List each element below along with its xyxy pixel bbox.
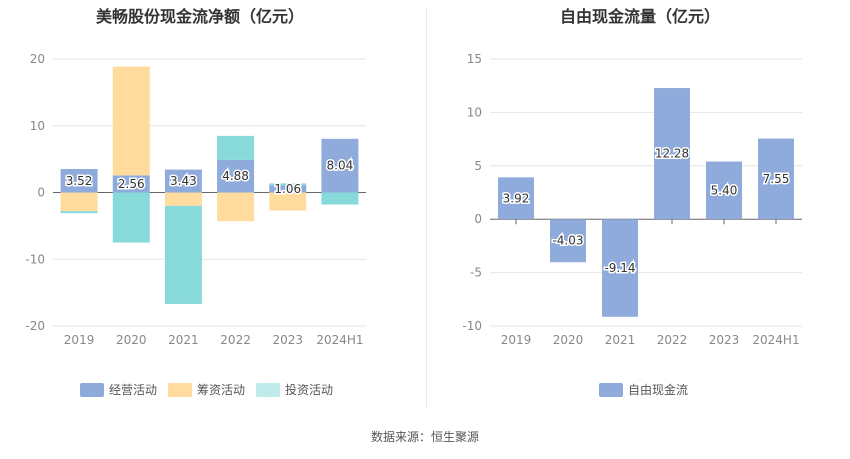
x-tick-label: 2023 bbox=[709, 333, 740, 347]
y-tick-label: 10 bbox=[30, 119, 45, 133]
y-tick-label: 15 bbox=[467, 52, 482, 66]
bar bbox=[321, 138, 359, 193]
y-tick-label: -10 bbox=[462, 319, 482, 333]
legend-item: 经营活动 bbox=[80, 383, 157, 397]
y-tick-label: -5 bbox=[470, 266, 482, 280]
bar bbox=[60, 211, 98, 214]
bar bbox=[112, 66, 150, 176]
x-tick-label: 2021 bbox=[605, 333, 636, 347]
data-label: 3.92 bbox=[503, 191, 530, 205]
bar bbox=[112, 175, 150, 193]
legend-item: 投资活动 bbox=[256, 382, 333, 397]
legend-swatch bbox=[80, 383, 104, 397]
bar bbox=[602, 219, 638, 317]
y-tick-label: 5 bbox=[474, 159, 482, 173]
data-label: -9.14 bbox=[604, 261, 635, 275]
legend-label: 投资活动 bbox=[285, 382, 333, 397]
legend-swatch bbox=[168, 383, 192, 397]
data-source-note: 数据来源：恒生聚源 bbox=[370, 430, 479, 444]
bar bbox=[164, 192, 202, 206]
bar bbox=[269, 183, 307, 186]
legend-label: 筹资活动 bbox=[197, 383, 245, 397]
y-tick-label: 20 bbox=[30, 52, 45, 66]
bar bbox=[164, 169, 202, 193]
x-tick-label: 2022 bbox=[657, 333, 688, 347]
data-label: 7.55 bbox=[763, 172, 790, 186]
bar bbox=[550, 219, 586, 263]
bar bbox=[321, 192, 359, 205]
x-tick-label: 2023 bbox=[272, 333, 303, 347]
data-label: 8.04 bbox=[327, 159, 354, 173]
y-tick-label: 0 bbox=[474, 212, 482, 226]
x-tick-label: 2022 bbox=[220, 333, 251, 347]
y-tick-label: -20 bbox=[25, 319, 45, 333]
bar bbox=[706, 161, 742, 220]
y-tick-label: 0 bbox=[37, 186, 45, 200]
data-label: -4.03 bbox=[552, 234, 583, 248]
bar bbox=[112, 192, 150, 243]
data-label: 12.28 bbox=[655, 147, 689, 161]
legend-item: 自由现金流 bbox=[599, 382, 688, 397]
x-tick-label: 2024H1 bbox=[752, 333, 799, 347]
data-label: 3.43 bbox=[170, 174, 197, 188]
legend-swatch bbox=[599, 383, 623, 397]
bar bbox=[498, 177, 534, 220]
x-tick-label: 2024H1 bbox=[316, 333, 363, 347]
y-tick-label: 10 bbox=[467, 105, 482, 119]
data-label: 5.40 bbox=[711, 183, 738, 197]
bar bbox=[60, 192, 98, 212]
chart-title: 自由现金流量（亿元） bbox=[560, 7, 720, 26]
y-tick-label: -10 bbox=[25, 252, 45, 266]
data-label: 1.06 bbox=[274, 182, 301, 196]
bar bbox=[217, 135, 255, 160]
x-tick-label: 2021 bbox=[168, 333, 199, 347]
data-label: 4.88 bbox=[222, 169, 249, 183]
legend-swatch bbox=[256, 383, 280, 397]
bar bbox=[164, 205, 202, 304]
x-tick-label: 2019 bbox=[501, 333, 532, 347]
bar bbox=[60, 169, 98, 193]
x-tick-label: 2019 bbox=[64, 333, 95, 347]
legend-item: 筹资活动 bbox=[168, 383, 245, 397]
bar bbox=[654, 88, 690, 220]
data-label: 2.56 bbox=[118, 177, 145, 191]
x-tick-label: 2020 bbox=[116, 333, 147, 347]
panel-divider bbox=[426, 8, 427, 408]
bar bbox=[269, 185, 307, 193]
bar bbox=[758, 138, 794, 220]
data-label: 3.52 bbox=[66, 174, 93, 188]
chart-2: 自由现金流量（亿元） 15 10 5 0 -5 -10 2019 2020 2021 2022 202… bbox=[462, 7, 802, 397]
x-tick-label: 2020 bbox=[553, 333, 584, 347]
chart-1: 美畅股份现金流净额（亿元） 20 10 0 -10 -20 2019 2020 2021 2022… bbox=[25, 7, 366, 397]
bar bbox=[217, 159, 255, 193]
bar bbox=[269, 192, 307, 211]
legend-label: 自由现金流 bbox=[628, 382, 688, 397]
bar bbox=[217, 192, 255, 222]
chart-title: 美畅股份现金流净额（亿元） bbox=[96, 7, 304, 26]
legend-label: 经营活动 bbox=[109, 383, 157, 397]
